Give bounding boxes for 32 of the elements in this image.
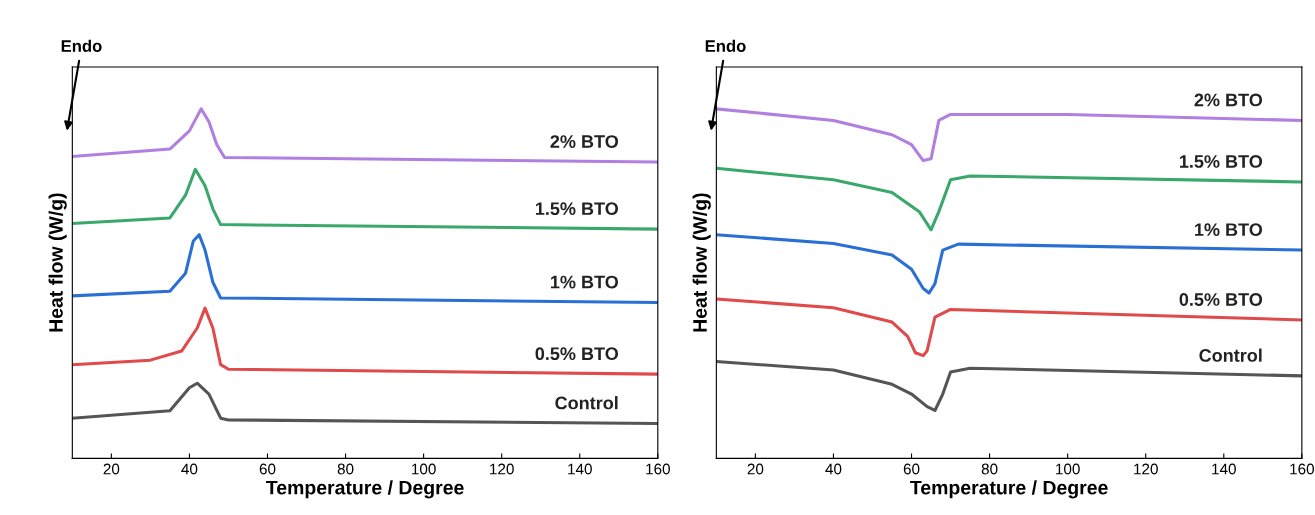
y-axis-title: Heat flow (W/g) [48,193,67,332]
x-axis-title: Temperature / Degree [910,480,1108,499]
x-tick-label: 60 [259,463,276,475]
x-tick-label: 160 [1290,463,1314,475]
x-tick-label: 120 [490,463,514,475]
x-axis-title: Temperature / Degree [266,480,464,499]
series-label: Control [1199,348,1262,362]
series-label: 2% BTO [1194,93,1263,107]
series-label: 0.5% BTO [535,347,619,361]
x-tick-label: 80 [981,463,998,475]
series-label: Control [555,396,618,410]
x-tick-label: 160 [646,463,670,475]
series-label: 1.5% BTO [535,202,619,216]
x-tick-label: 40 [825,463,842,475]
series-label: 1% BTO [551,275,619,289]
x-tick-label: 100 [1056,463,1080,475]
x-tick-label: 80 [337,463,354,475]
text: Endo [61,39,102,52]
series-label: 2% BTO [550,135,619,148]
x-tick-label: 100 [412,463,436,475]
x-tick-label: 20 [747,463,764,475]
text: Endo [705,39,746,52]
y-axis-title: Heat flow (W/g) [692,193,711,332]
x-tick-label: 60 [903,463,920,475]
series-label: 1.5% BTO [1179,155,1263,168]
x-tick-label: 40 [181,463,198,475]
x-tick-label: 120 [1134,463,1158,475]
x-tick-label: 140 [1212,463,1236,475]
x-tick-label: 140 [568,463,592,475]
x-tick-label: 20 [103,463,120,475]
series-label: 0.5% BTO [1179,293,1263,306]
series-label: 1% BTO [1195,223,1263,237]
